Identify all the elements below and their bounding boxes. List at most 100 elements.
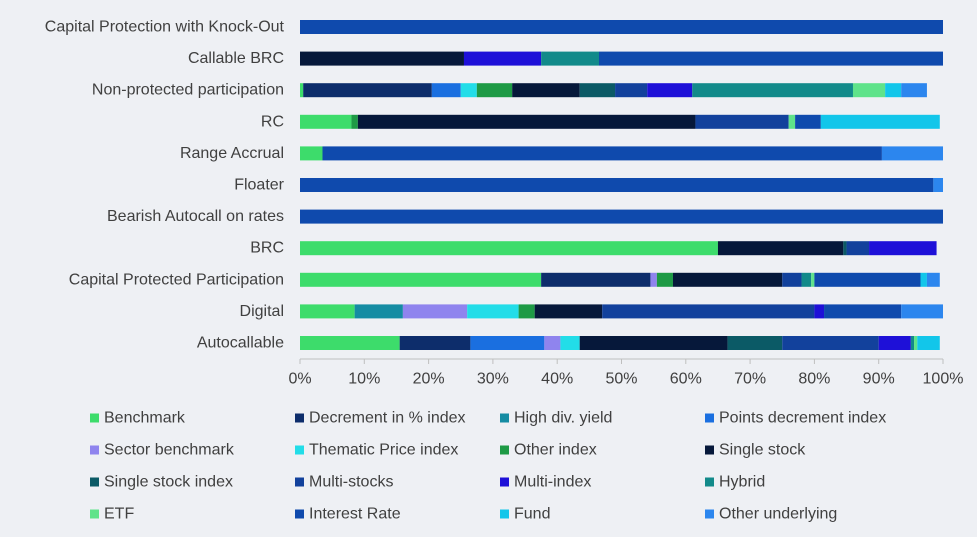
legend-label: Interest Rate [309,506,401,523]
bar-segment [602,304,815,319]
legend-swatch [90,509,99,519]
bar-segment [512,83,580,98]
bar-segment [560,336,580,350]
category-label: Digital [240,303,284,320]
bar-row [300,51,943,66]
bar-segment [599,51,943,66]
legend-swatch [500,477,509,487]
bar-segment [672,272,783,287]
bar-segment [399,336,471,350]
bar-segment [824,304,902,319]
legend-item: Decrement in % index [295,410,466,427]
bar-segment [878,336,911,350]
bar-segment [354,304,403,319]
bar-segment [801,272,812,287]
bar-segment [695,114,789,129]
legend-swatch [90,445,99,455]
category-labels: Capital Protection with Knock-Out Callabl… [45,19,285,352]
category-label: RC [261,113,284,130]
x-axis: 0% 10% 20% 30% 40% 50% 60% 70% 80% 90% 100% [288,358,964,388]
x-tick-label: 0% [288,371,311,388]
bar-segment [881,146,943,161]
bar-segment [843,241,847,256]
bar-segment [460,83,477,98]
category-label: Bearish Autocall on rates [107,208,284,225]
bar-segment [647,83,693,98]
bar-segment [300,272,542,287]
bar-segment [615,83,648,98]
bar-segment [518,304,535,319]
bar-row [300,114,940,129]
category-label: Floater [234,177,284,194]
legend-item: Multi-stocks [295,474,393,491]
bar-row [300,20,943,34]
legend-label: High div. yield [514,410,612,427]
legend-item: Fund [500,506,550,523]
bar-segment [901,83,927,98]
bar-segment [795,114,821,129]
bar-segment [650,272,657,287]
legend-swatch [705,445,714,455]
legend-item: ETF [90,506,134,523]
legend-item: Interest Rate [295,506,401,523]
legend-swatch [705,413,714,423]
x-tick-label: 20% [413,371,445,388]
bar-segment [300,51,464,66]
bar-segment [814,304,825,319]
legend-label: Points decrement index [719,410,886,427]
x-tick-label: 100% [923,371,964,388]
legend-swatch [90,477,99,487]
bars [300,20,943,350]
legend-swatch [705,477,714,487]
legend-item: Other underlying [705,506,837,523]
bar-segment [692,83,853,98]
bar-row [300,272,940,287]
category-label: Range Accrual [180,145,284,162]
legend-swatch [295,413,304,423]
legend-label: Fund [514,506,550,523]
bar-row [300,241,937,256]
bar-row [300,209,943,224]
bar-segment [788,114,796,129]
bar-segment [402,304,468,319]
legend-item: Benchmark [90,410,186,427]
bar-segment [431,83,461,98]
bar-segment [541,51,599,66]
legend-label: Thematic Price index [309,442,458,459]
bar-segment [656,272,673,287]
legend-swatch [295,477,304,487]
bar-segment [717,241,844,256]
legend-label: ETF [104,506,134,523]
category-label: Capital Protected Participation [69,271,284,288]
bar-segment [820,114,940,129]
legend-swatch [295,509,304,519]
bar-segment [470,336,545,350]
bar-row [300,178,943,192]
bar-segment [579,83,616,98]
legend-item: Single stock [705,442,806,459]
bar-segment [814,272,921,287]
bar-segment [811,272,815,287]
legend-label: Multi-stocks [309,474,393,491]
legend-item: High div. yield [500,410,612,427]
x-tick-label: 10% [348,371,380,388]
bar-segment [727,336,783,350]
bar-segment [852,83,886,98]
bar-segment [917,336,940,350]
category-label: Autocallable [197,335,284,352]
bar-segment [544,336,561,350]
x-tick-label: 60% [670,371,702,388]
bar-segment [910,336,915,350]
x-tick-label: 50% [605,371,637,388]
legend-label: Benchmark [104,410,186,427]
legend-label: Multi-index [514,474,591,491]
bar-segment [541,272,651,287]
bar-segment [782,336,879,350]
bar-segment [914,336,918,350]
x-tick-label: 90% [863,371,895,388]
x-tick-label: 70% [734,371,766,388]
bar-segment [782,272,802,287]
category-label: Capital Protection with Knock-Out [45,19,285,36]
bar-segment [300,241,718,256]
x-tick-label: 30% [477,371,509,388]
